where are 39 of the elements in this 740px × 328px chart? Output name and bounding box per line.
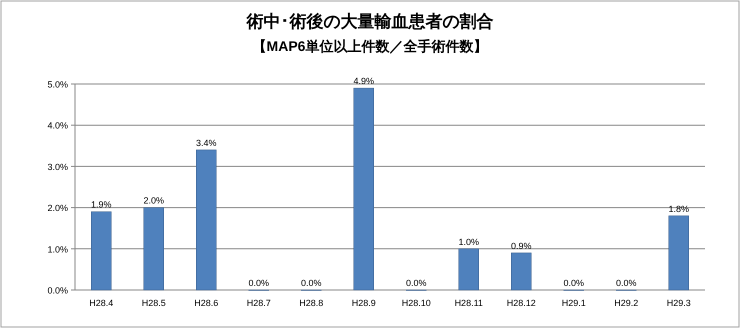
data-label: 1.9% — [90, 200, 112, 210]
data-label: 4.9% — [353, 76, 374, 86]
bar — [668, 216, 689, 290]
bar — [458, 248, 479, 290]
bar — [144, 207, 164, 290]
data-label: 1.0% — [458, 236, 480, 247]
bar — [511, 252, 532, 290]
bar — [196, 150, 216, 290]
bar — [354, 88, 374, 290]
y-tick-label: 4.0% — [47, 120, 68, 131]
bar — [91, 211, 112, 290]
x-tick-label: H28.8 — [299, 298, 324, 308]
x-tick-label: H28.10 — [402, 298, 431, 308]
y-tick-label: 1.0% — [47, 244, 68, 254]
x-tick-label: H29.2 — [614, 298, 638, 308]
chart-title: 術中･術後の大量輸血患者の割合 — [246, 12, 494, 31]
data-label: 0.9% — [510, 240, 532, 251]
x-tick-label: H28.6 — [194, 298, 218, 308]
data-label: 0.0% — [300, 278, 322, 288]
x-tick-label: H29.1 — [562, 298, 586, 308]
y-tick-label: 5.0% — [47, 80, 68, 90]
data-label: 0.0% — [563, 278, 584, 288]
x-tick-label: H28.11 — [454, 298, 483, 308]
data-label: 1.8% — [668, 204, 690, 214]
y-tick-label: 3.0% — [47, 162, 68, 172]
data-label: 0.0% — [248, 278, 270, 288]
data-label: 0.0% — [406, 278, 427, 288]
y-tick-label: 2.0% — [47, 203, 68, 214]
y-tick-label: 0.0% — [47, 286, 68, 296]
data-label: 2.0% — [143, 196, 164, 206]
x-tick-label: H28.4 — [89, 298, 114, 308]
x-tick-label: H28.9 — [352, 298, 376, 308]
x-tick-label: H28.7 — [246, 298, 271, 308]
data-label: 0.0% — [616, 278, 637, 288]
data-label: 3.4% — [196, 138, 217, 148]
x-tick-label: H29.3 — [666, 298, 691, 308]
x-tick-label: H28.12 — [506, 298, 536, 308]
chart-subtitle: 【MAP6単位以上件数／全手術件数】 — [252, 38, 488, 54]
x-tick-label: H28.5 — [142, 298, 166, 308]
